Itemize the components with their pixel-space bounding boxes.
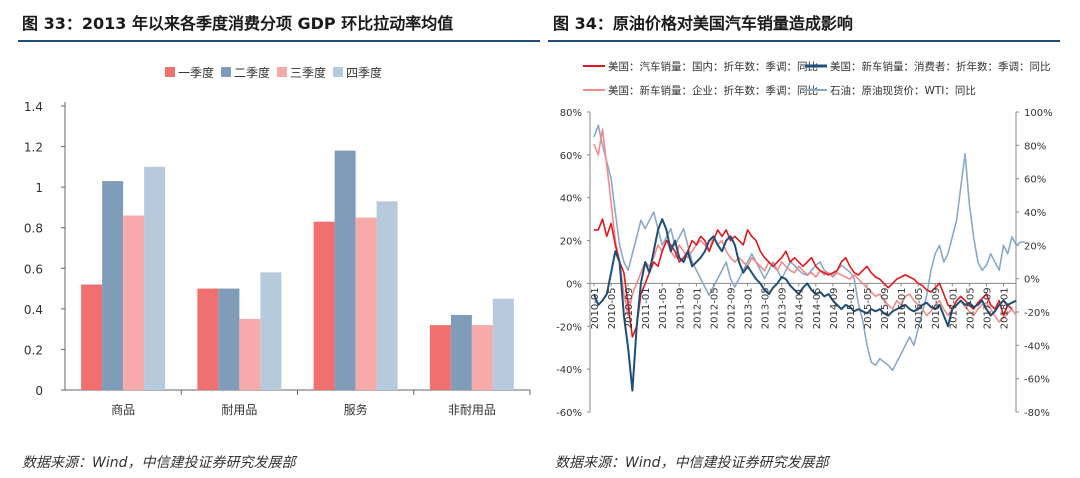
series-line-1 xyxy=(594,218,1013,338)
x-tick-label: 商品 xyxy=(111,402,135,417)
left-chart-title: 图 33：2013 年以来各季度消费分项 GDP 环比拉动率均值 xyxy=(22,14,454,33)
bar-商品-三季度 xyxy=(123,215,145,390)
y-tick-label: 0 xyxy=(35,384,43,398)
right-y-tick-label: -20% xyxy=(1024,308,1050,319)
legend-label-4: 四季度 xyxy=(346,65,382,80)
x-tick-label: 2010-09 xyxy=(624,287,635,329)
legend-swatch-4 xyxy=(333,67,343,77)
bar-耐用品-一季度 xyxy=(197,288,219,390)
right-y-tick-label: -60% xyxy=(1024,375,1050,386)
x-tick-label: 2017-09 xyxy=(982,287,993,329)
right-y-tick-label: -80% xyxy=(1024,408,1050,419)
x-tick-label: 2016-09 xyxy=(931,287,942,329)
legend-swatch-2 xyxy=(221,67,231,77)
bar-商品-四季度 xyxy=(144,166,166,390)
bar-服务-四季度 xyxy=(376,201,398,390)
left-y-tick-label: -20% xyxy=(556,322,582,333)
left-title-rule xyxy=(18,40,540,42)
legend-label-3: 三季度 xyxy=(290,65,326,80)
right-y-tick-label: 60% xyxy=(1024,175,1046,186)
bar-服务-三季度 xyxy=(355,217,377,390)
bar-服务-二季度 xyxy=(334,150,356,390)
x-tick-label: 2011-01 xyxy=(641,287,652,329)
bar-服务-一季度 xyxy=(313,221,335,390)
right-y-tick-label: 0% xyxy=(1024,275,1040,286)
right-y-tick-label: 100% xyxy=(1024,108,1053,119)
x-tick-label: 2018-01 xyxy=(999,287,1010,329)
x-tick-label: 2012-01 xyxy=(692,287,703,329)
left-y-tick-label: 40% xyxy=(560,194,582,205)
y-tick-label: 0.8 xyxy=(24,222,43,236)
y-tick-label: 0.2 xyxy=(24,343,43,357)
legend-label-3: 美国：新车销量：企业：折年数：季调：同比 xyxy=(608,84,818,97)
legend-label-2: 二季度 xyxy=(234,65,270,80)
x-tick-label: 2012-09 xyxy=(726,287,737,329)
legend-swatch-1 xyxy=(165,67,175,77)
left-y-tick-label: 80% xyxy=(560,108,582,119)
right-source-note: 数据来源：Wind，中信建投证券研究发展部 xyxy=(555,455,829,471)
left-y-tick-label: 0% xyxy=(566,279,582,290)
right-chart-title: 图 34：原油价格对美国汽车销量造成影响 xyxy=(553,14,853,33)
x-tick-label: 2013-05 xyxy=(761,287,772,329)
bar-非耐用品-一季度 xyxy=(429,325,451,390)
right-title-rule xyxy=(548,40,1060,42)
x-tick-label: 耐用品 xyxy=(221,403,257,417)
legend-label-1: 美国：汽车销量：国内：折年数：季调：同比 xyxy=(608,60,818,73)
x-tick-label: 2013-09 xyxy=(778,287,789,329)
left-y-tick-label: -40% xyxy=(556,365,582,376)
x-tick-label: 2012-05 xyxy=(709,287,720,329)
y-tick-label: 1.2 xyxy=(24,141,43,155)
bar-耐用品-三季度 xyxy=(239,319,261,390)
x-tick-label: 2013-01 xyxy=(744,287,755,329)
x-tick-label: 服务 xyxy=(344,402,368,417)
series-line-2 xyxy=(593,218,1017,392)
y-tick-label: 1 xyxy=(35,181,43,195)
x-tick-label: 2011-09 xyxy=(675,287,686,329)
x-tick-label: 非耐用品 xyxy=(448,403,496,417)
x-tick-label: 2014-01 xyxy=(795,287,806,329)
x-tick-label: 2015-09 xyxy=(880,287,891,329)
legend-label-1: 一季度 xyxy=(178,65,214,80)
right-y-tick-label: 20% xyxy=(1024,241,1046,252)
x-tick-label: 2011-05 xyxy=(658,287,669,329)
right-y-tick-label: -40% xyxy=(1024,341,1050,352)
x-tick-label: 2015-01 xyxy=(846,287,857,329)
legend-label-4: 石油：原油现货价：WTI：同比 xyxy=(830,84,976,97)
x-tick-label: 2015-05 xyxy=(863,287,874,329)
bar-非耐用品-四季度 xyxy=(492,298,514,390)
left-y-tick-label: -60% xyxy=(556,408,582,419)
y-tick-label: 1.4 xyxy=(24,100,43,114)
x-tick-label: 2010-05 xyxy=(607,287,618,329)
left-source-note: 数据来源：Wind，中信建投证券研究发展部 xyxy=(22,455,296,471)
x-tick-label: 2014-05 xyxy=(812,287,823,329)
left-y-tick-label: 20% xyxy=(560,237,582,248)
x-tick-label: 2010-01 xyxy=(590,287,601,329)
x-tick-label: 2014-09 xyxy=(829,287,840,329)
x-tick-label: 2016-05 xyxy=(914,287,925,329)
bar-非耐用品-三季度 xyxy=(471,325,493,390)
x-tick-label: 2017-01 xyxy=(948,287,959,329)
x-tick-label: 2017-05 xyxy=(965,287,976,329)
right-y-tick-label: 80% xyxy=(1024,141,1046,152)
left-y-tick-label: 60% xyxy=(560,151,582,162)
right-y-tick-label: 40% xyxy=(1024,208,1046,219)
series-line-4 xyxy=(593,124,1025,372)
bar-非耐用品-二季度 xyxy=(450,314,472,390)
legend-swatch-3 xyxy=(277,67,287,77)
bar-耐用品-二季度 xyxy=(218,288,240,390)
bar-商品-二季度 xyxy=(102,181,124,390)
bar-chart: 一季度 二季度 三季度 四季度 0 0.2 0.4 0.6 0.8 1 1.2 1.4 商品 耐用品 服务 非… xyxy=(24,65,531,417)
x-tick-label: 2016-01 xyxy=(897,287,908,329)
legend-label-2: 美国：新车销量：消费者：折年数：季调：同比 xyxy=(830,60,1051,73)
bar-商品-一季度 xyxy=(81,284,103,390)
bar-耐用品-四季度 xyxy=(260,272,282,390)
y-tick-label: 0.6 xyxy=(24,262,43,276)
line-chart: 80% 60% 40% 20% 0% -20% -40% -60% 100% 80% 60% 40% 2… xyxy=(556,60,1053,419)
y-tick-label: 0.4 xyxy=(24,303,43,317)
